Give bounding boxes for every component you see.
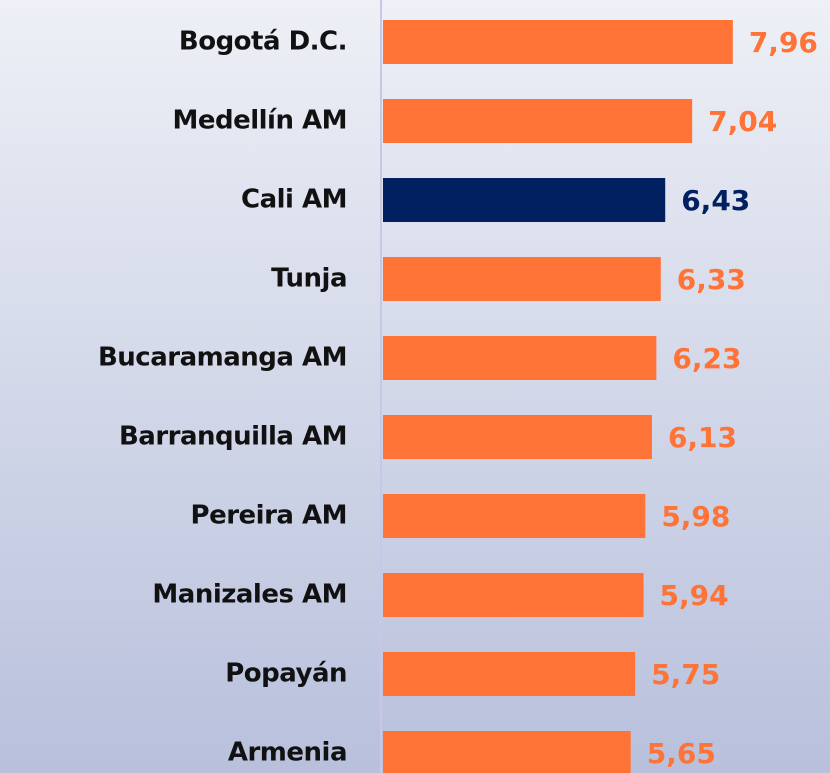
bar — [383, 573, 644, 617]
value-label: 7,04 — [708, 105, 777, 138]
bar — [383, 336, 657, 380]
category-label: Bucaramanga AM — [98, 343, 347, 373]
bar — [383, 494, 646, 538]
bar — [383, 20, 733, 64]
value-label: 5,94 — [660, 579, 729, 612]
bar — [383, 257, 661, 301]
value-label: 5,75 — [651, 658, 720, 691]
category-label: Armenia — [228, 738, 347, 768]
category-label: Tunja — [271, 264, 347, 294]
value-label: 6,33 — [677, 263, 746, 296]
category-label: Popayán — [225, 659, 347, 689]
bar — [383, 415, 652, 459]
category-label: Manizales AM — [152, 580, 347, 610]
value-label: 6,43 — [681, 184, 750, 217]
category-label: Bogotá D.C. — [179, 27, 347, 57]
category-label: Medellín AM — [172, 106, 347, 136]
value-label: 7,96 — [749, 26, 818, 59]
value-label: 5,98 — [661, 500, 730, 533]
value-label: 6,13 — [668, 421, 737, 454]
category-label: Barranquilla AM — [119, 422, 347, 452]
bar — [383, 731, 631, 773]
value-label: 5,65 — [647, 737, 716, 770]
category-label: Pereira AM — [191, 501, 347, 531]
category-label: Cali AM — [241, 185, 347, 215]
value-label: 6,23 — [672, 342, 741, 375]
bar — [383, 99, 693, 143]
bar — [383, 652, 636, 696]
bar — [383, 178, 666, 222]
